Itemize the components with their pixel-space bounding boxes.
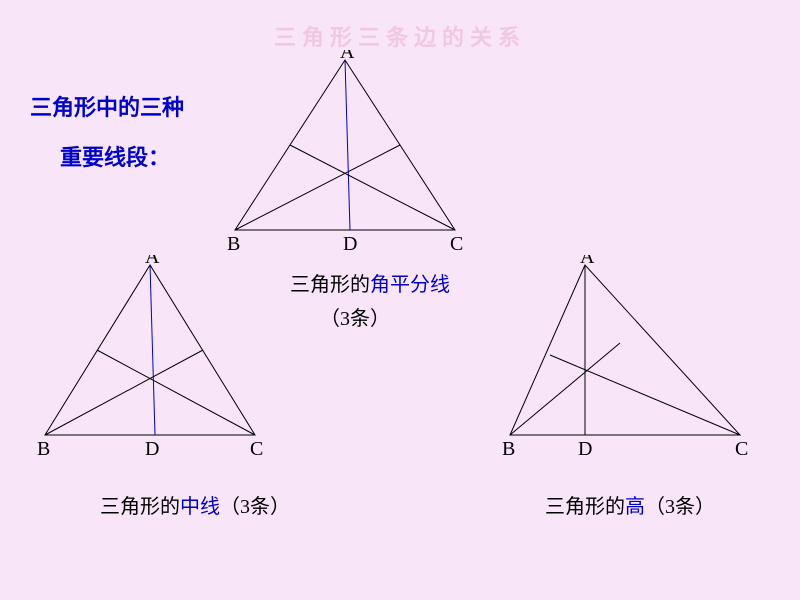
vertex-label-a: A xyxy=(145,255,160,268)
caption-prefix: 三角形的 xyxy=(545,496,625,518)
triangle-angle-bisector: A B C D xyxy=(225,50,475,260)
caption-prefix: 三角形的 xyxy=(100,496,180,518)
caption-angle-bisector-count: （3条） xyxy=(320,302,390,331)
page-title: 三角形三条边的关系 xyxy=(0,20,800,52)
vertex-label-a: A xyxy=(580,255,595,268)
vertex-label-b: B xyxy=(37,438,50,460)
triangle-altitude: A B C D xyxy=(500,255,760,465)
vertex-label-d: D xyxy=(145,438,159,460)
caption-altitude: 三角形的高（3条） xyxy=(545,490,715,519)
vertex-label-c: C xyxy=(250,438,263,460)
vertex-label-c: C xyxy=(450,233,463,255)
vertex-label-d: D xyxy=(578,438,592,460)
caption-median: 三角形的中线（3条） xyxy=(100,490,290,519)
vertex-label-c: C xyxy=(735,438,748,460)
vertex-label-b: B xyxy=(227,233,240,255)
subtitle-line2: 重要线段： xyxy=(60,140,170,172)
subtitle-line1: 三角形中的三种 xyxy=(30,90,184,122)
caption-angle-bisector: 三角形的角平分线 xyxy=(290,268,450,297)
caption-count: （3条） xyxy=(645,496,715,518)
caption-highlight: 中线 xyxy=(180,496,220,518)
caption-prefix: 三角形的 xyxy=(290,274,370,296)
triangle-median: A B C D xyxy=(35,255,285,465)
caption-highlight: 角平分线 xyxy=(370,274,450,296)
caption-highlight: 高 xyxy=(625,496,645,518)
caption-count: （3条） xyxy=(220,496,290,518)
vertex-label-b: B xyxy=(502,438,515,460)
vertex-label-d: D xyxy=(343,233,357,255)
vertex-label-a: A xyxy=(340,50,355,63)
